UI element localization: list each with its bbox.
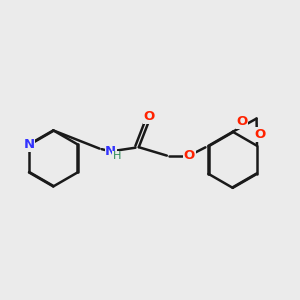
Text: O: O	[143, 110, 155, 123]
Text: O: O	[236, 115, 248, 128]
Text: N: N	[105, 145, 116, 158]
Text: O: O	[254, 128, 265, 141]
Text: N: N	[23, 138, 34, 151]
Text: H: H	[113, 152, 121, 161]
Text: O: O	[184, 149, 195, 162]
